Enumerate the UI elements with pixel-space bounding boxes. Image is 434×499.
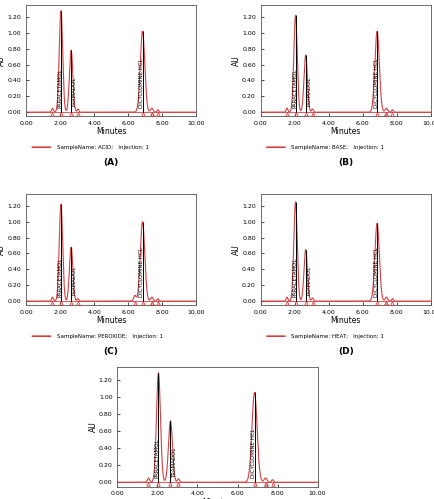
Text: SampleName: BASE;   Injection: 1: SampleName: BASE; Injection: 1: [291, 145, 383, 150]
Text: (B): (B): [337, 158, 352, 167]
Text: PARACETAMOL: PARACETAMOL: [155, 439, 160, 478]
Y-axis label: AU: AU: [0, 244, 6, 255]
Text: PARACETAMOL: PARACETAMOL: [58, 258, 63, 297]
Text: TRAMADOL: TRAMADOL: [72, 78, 77, 108]
Text: (C): (C): [103, 347, 118, 356]
Text: DICYCLOMINE HCL: DICYCLOMINE HCL: [139, 58, 144, 108]
Text: SampleName: ACID;   Injection: 1: SampleName: ACID; Injection: 1: [56, 145, 148, 150]
X-axis label: Minutes: Minutes: [330, 316, 360, 325]
Y-axis label: AU: AU: [231, 244, 240, 255]
Text: SampleName: PEROXIDE;   Injection: 1: SampleName: PEROXIDE; Injection: 1: [56, 334, 162, 339]
Y-axis label: AU: AU: [231, 55, 240, 66]
X-axis label: Minutes: Minutes: [95, 127, 126, 136]
X-axis label: Minutes: Minutes: [330, 127, 360, 136]
Text: TRAMADOL: TRAMADOL: [172, 448, 177, 478]
Text: DICYCLOMINE HCL: DICYCLOMINE HCL: [373, 248, 378, 297]
Text: DICYCLOMINE HCL: DICYCLOMINE HCL: [250, 428, 255, 478]
Text: PARACETAMOL: PARACETAMOL: [58, 69, 63, 108]
Text: TRAMADOL: TRAMADOL: [72, 267, 77, 297]
Text: DICYCLOMINE HCL: DICYCLOMINE HCL: [139, 248, 144, 297]
Text: TRAMADOL: TRAMADOL: [306, 78, 311, 108]
Y-axis label: AU: AU: [88, 421, 97, 432]
Text: PARACETAMOL: PARACETAMOL: [292, 258, 297, 297]
Text: (D): (D): [337, 347, 353, 356]
X-axis label: Minutes: Minutes: [202, 498, 232, 499]
Text: DICYCLOMINE HCL: DICYCLOMINE HCL: [373, 58, 378, 108]
Text: PARACETAMOL: PARACETAMOL: [292, 69, 297, 108]
Y-axis label: AU: AU: [0, 55, 6, 66]
Text: TRAMADOL: TRAMADOL: [306, 267, 311, 297]
Text: SampleName: HEAT;   Injection: 1: SampleName: HEAT; Injection: 1: [291, 334, 383, 339]
X-axis label: Minutes: Minutes: [95, 316, 126, 325]
Text: (A): (A): [103, 158, 118, 167]
